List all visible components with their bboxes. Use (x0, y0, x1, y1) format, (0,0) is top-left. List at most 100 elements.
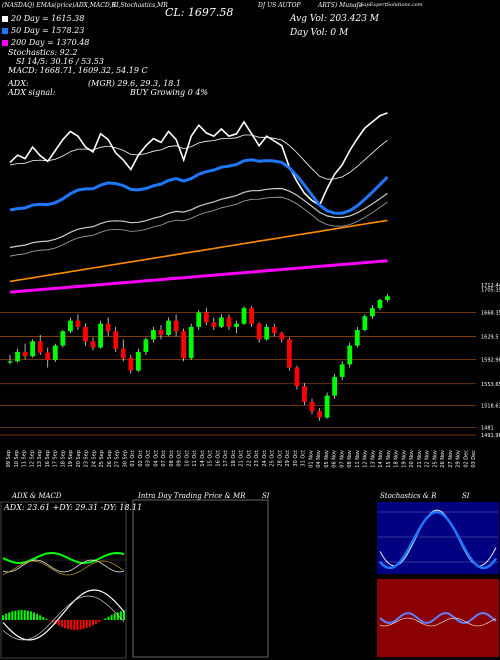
candle-body (385, 296, 390, 300)
candle-body (173, 320, 179, 332)
macd-histogram-bar (82, 620, 85, 629)
date-label: 02 Oct (138, 450, 144, 467)
macd-histogram-bar (5, 613, 8, 620)
candle-body (158, 330, 164, 335)
date-label: 22 Nov (425, 450, 431, 468)
adx-values: (MGR) 29.6, 29.3, 18.1 (88, 79, 181, 88)
header-title-mid: SI,Stochastics,MR (112, 2, 168, 9)
close-price-label: CL: 1697.58 (165, 6, 234, 19)
header-title-right2: ARTS) Munafa (318, 2, 363, 9)
candle-body (286, 339, 292, 368)
candle-body (211, 322, 217, 327)
date-label: 13 Nov (370, 450, 376, 468)
candle-body (347, 345, 353, 365)
candle-body (37, 341, 43, 353)
date-label: 10 Oct (184, 450, 190, 467)
macd-histogram-bar (79, 620, 82, 630)
price-tick-label: 1553.65 (481, 382, 500, 388)
candle-body (264, 326, 270, 340)
macd-histogram-bar (33, 612, 36, 620)
macd-histogram-bar (116, 612, 119, 620)
ema20-legend: 20 Day = 1615.38 (2, 14, 84, 23)
macd-histogram-bar (73, 620, 76, 630)
date-label: 18 Oct (231, 450, 237, 467)
header-title-right1: DJ US AUTOP (258, 2, 301, 9)
date-label: 26 Nov (440, 450, 446, 468)
candle-body (339, 364, 345, 377)
macd-histogram-bar (88, 620, 91, 627)
date-label: 11 Sep (22, 450, 28, 467)
date-label: 09 Sep (6, 450, 12, 467)
price-tick-label: 1668.35 (481, 311, 500, 317)
ema-mid2-line (9, 196, 388, 257)
adx-macd-panel (0, 501, 127, 659)
ema20-swatch (2, 16, 8, 22)
day-volume: Day Vol: 0 M (290, 28, 349, 38)
macd-histogram-bar (67, 620, 70, 630)
date-label: 14 Oct (200, 450, 206, 467)
macd-histogram-bar (76, 620, 79, 630)
intraday-title: Intra Day Trading Price & MR (138, 492, 246, 500)
candle-body (370, 308, 375, 317)
price-tick-label: 1712.44 (481, 283, 500, 289)
date-label: 17 Sep (53, 450, 59, 467)
stoch-d-line (379, 510, 497, 570)
date-label: 14 Nov (378, 450, 384, 468)
adx-macd-title: ADX & MACD (12, 492, 62, 500)
ema200-label: 200 Day = 1370.48 (11, 38, 90, 47)
date-label: 19 Nov (401, 450, 407, 468)
date-label: 01 Oct (130, 450, 136, 467)
macd-histogram-bar (36, 613, 39, 620)
macd-histogram-bar (91, 620, 94, 626)
macd-histogram-bar (20, 610, 23, 620)
rsi-readout: SI 14/5: 30.16 / 53.53 (16, 57, 104, 66)
candle-body (302, 386, 307, 402)
macd-histogram-bar (14, 610, 17, 620)
adx-label: ADX: (8, 79, 29, 88)
date-label: 15 Oct (208, 450, 214, 467)
date-label: 25 Nov (432, 450, 438, 468)
candle-body (143, 339, 149, 352)
candle-body (226, 317, 232, 327)
date-label: 27 Sep (115, 450, 121, 467)
date-label: 22 Oct (246, 450, 252, 467)
price-tick-label: 1491.98 (481, 433, 500, 439)
macd-histogram-bar (48, 620, 51, 621)
ema100-line (9, 219, 388, 283)
date-label: 30 Sep (122, 450, 128, 467)
date-label: 01 Nov (308, 450, 314, 468)
candle-body (22, 351, 28, 357)
ema200-legend: 200 Day = 1370.48 (2, 38, 89, 47)
macd-histogram-bar (119, 611, 122, 620)
date-label: 31 Oct (301, 450, 307, 467)
stoch-si-title: SI (462, 492, 470, 500)
date-label: 02 Dec (463, 450, 469, 468)
macd-histogram-bar (95, 620, 98, 624)
date-label: 03 Dec (471, 450, 477, 468)
ema-short-line (9, 134, 388, 180)
macd-histogram-bar (110, 615, 113, 620)
macd-histogram-bar (8, 612, 11, 620)
date-label: 30 Oct (293, 450, 299, 467)
date-label: 17 Oct (223, 450, 229, 467)
macd-histogram-bar (11, 611, 14, 620)
macd-histogram-bar (123, 610, 125, 620)
candle-body (30, 341, 36, 357)
candle-body (332, 376, 338, 396)
date-label: 21 Oct (239, 450, 245, 467)
date-label: 08 Nov (347, 450, 353, 468)
macd-histogram-bar (29, 611, 32, 620)
macd-histogram-bar (57, 620, 60, 626)
date-label: 28 Oct (277, 450, 283, 467)
rsi-line (379, 611, 497, 625)
ema50-legend: 50 Day = 1578.23 (2, 26, 84, 35)
date-label: 04 Oct (153, 450, 159, 467)
price-tick-label: 1592.98 (481, 357, 500, 363)
date-label: 13 Sep (37, 450, 43, 467)
avg-volume: Avg Vol: 203.423 M (290, 14, 379, 24)
adx-signal-label: ADX signal: (8, 88, 56, 97)
date-label: 19 Sep (68, 450, 74, 467)
header-title-left: (NASDAQ) EMAs(price)ADX,MACD,R (2, 2, 116, 9)
date-label: 18 Sep (60, 450, 66, 467)
